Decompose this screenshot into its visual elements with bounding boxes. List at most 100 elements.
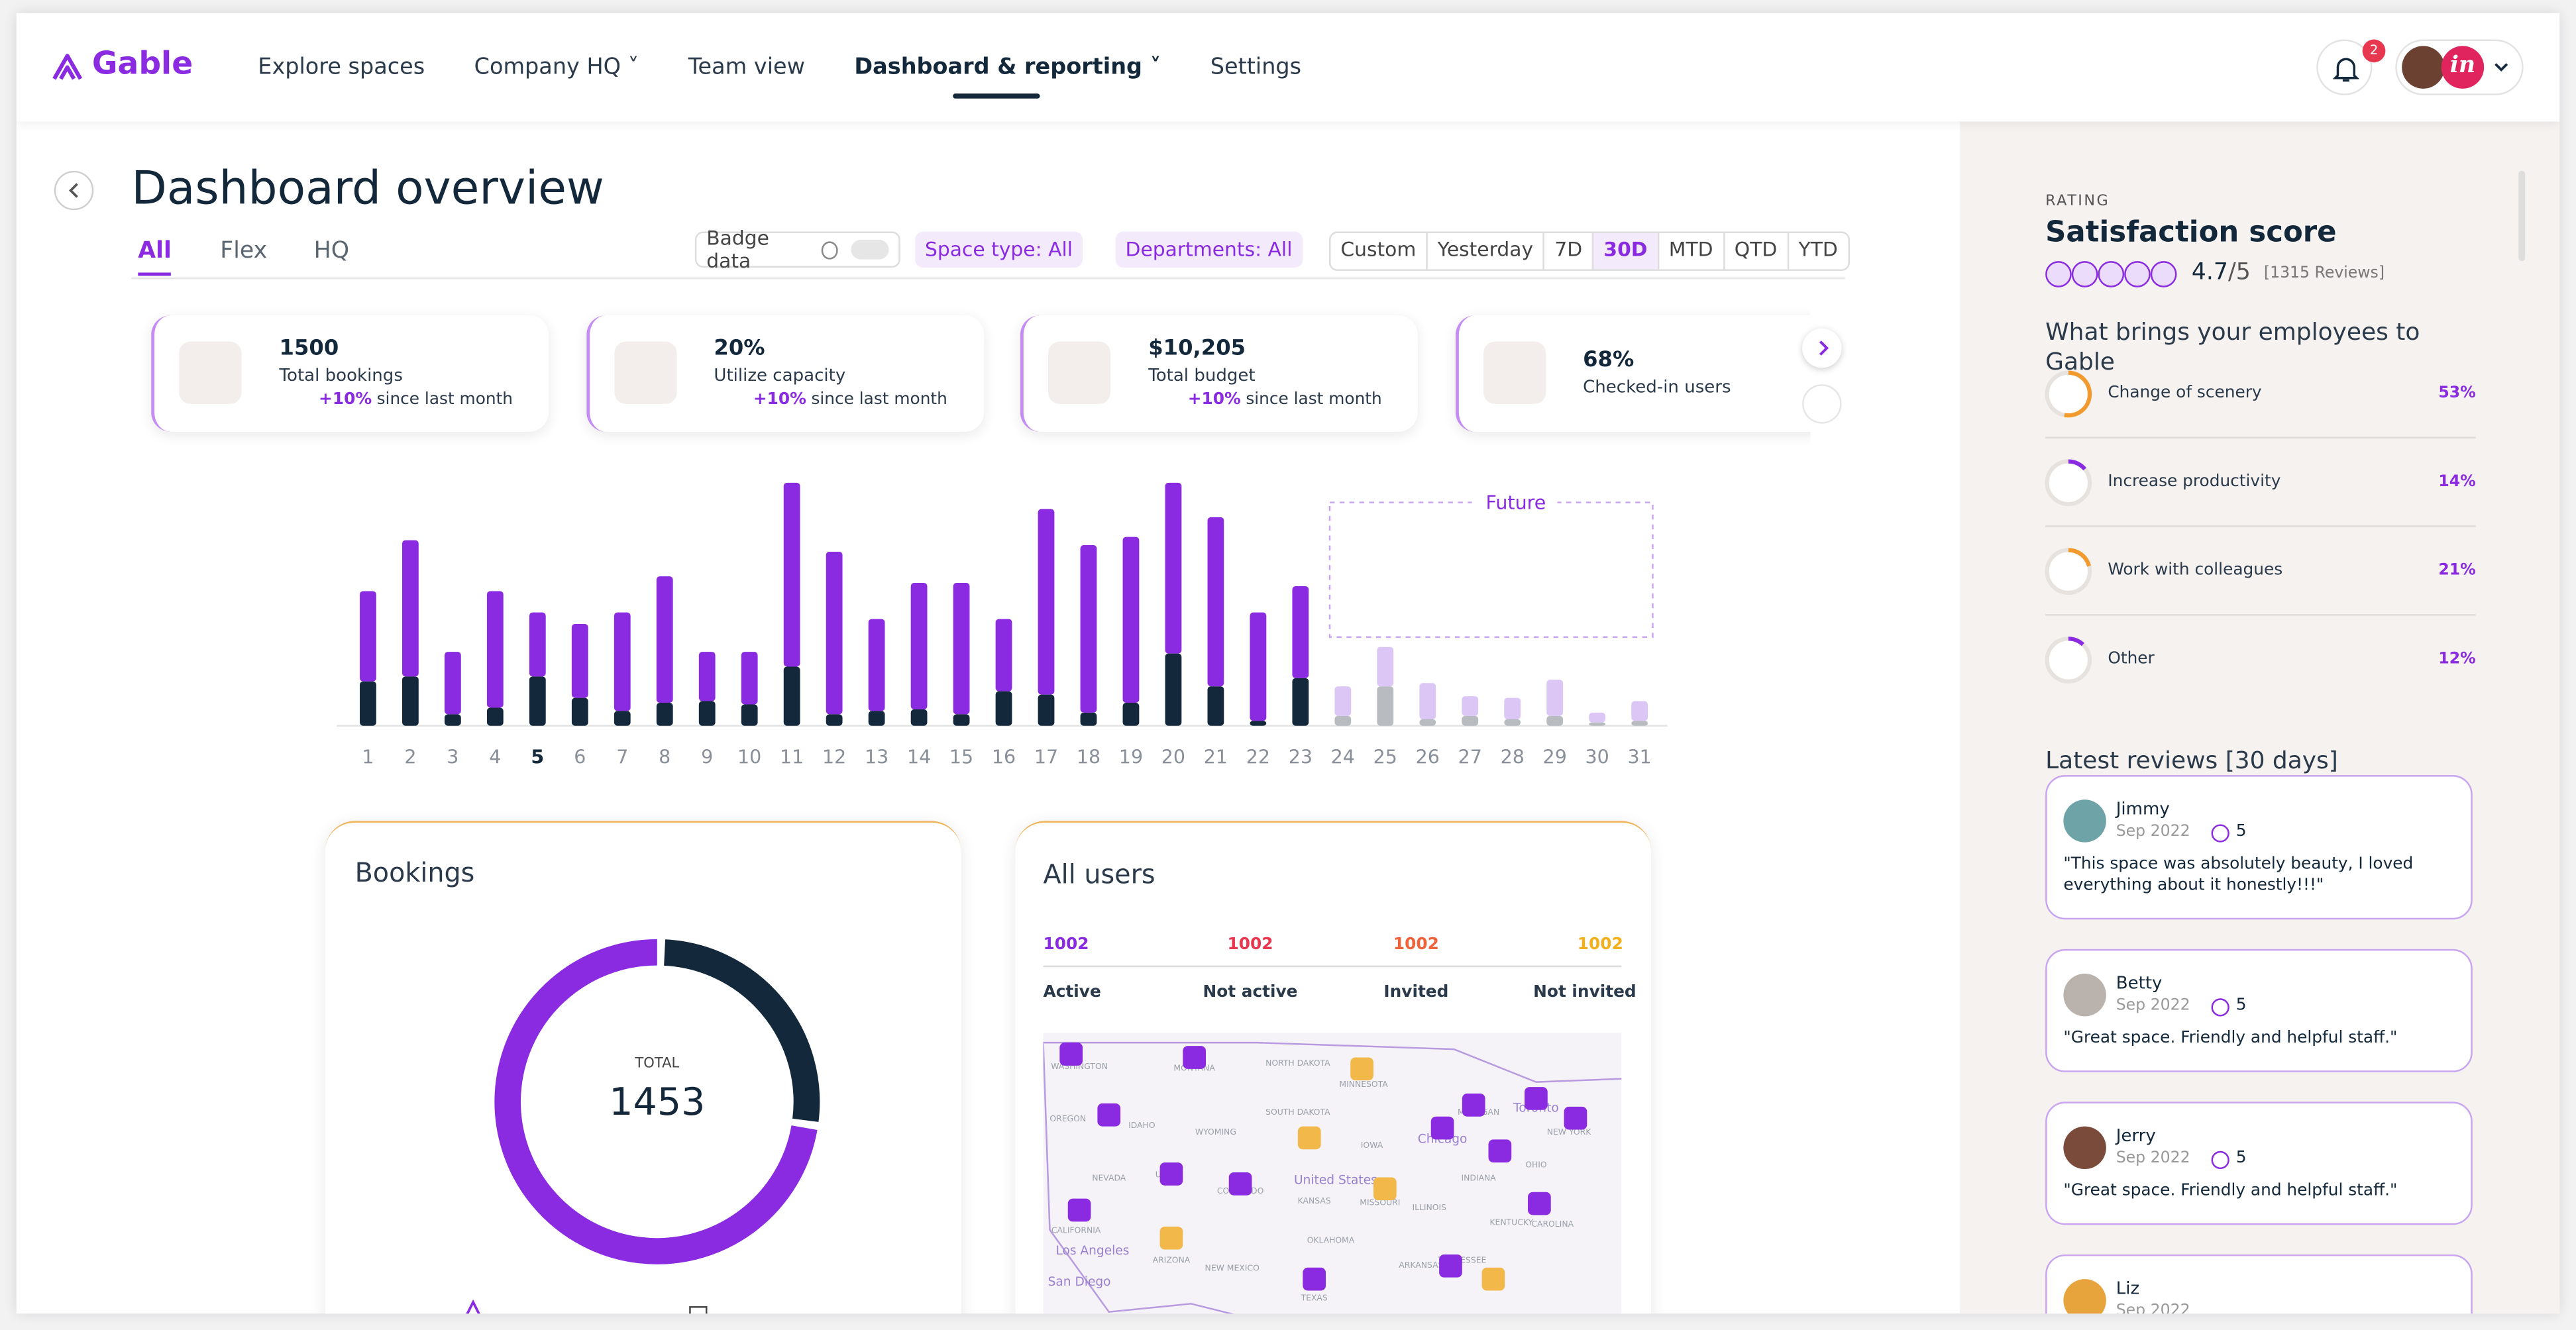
reviewer-name: Betty	[2116, 974, 2163, 994]
map-label: INDIANA	[1461, 1172, 1496, 1182]
range-option[interactable]: MTD	[1657, 233, 1723, 270]
kpi-icon	[179, 341, 242, 404]
kpi-value: 1500	[279, 336, 339, 362]
departments-filter[interactable]: Departments: All	[1115, 231, 1303, 268]
bar-segment	[698, 652, 716, 701]
location-icon	[1097, 1103, 1121, 1127]
review-date: Sep 2022	[2116, 822, 2190, 841]
kpi-change-value: +10%	[753, 391, 807, 409]
header: Gable Explore spaces Company HQ ˅ Team vie…	[16, 13, 2560, 122]
x-tick-label: 19	[1119, 746, 1143, 768]
kpi-change-note: since last month	[811, 391, 947, 409]
bar-segment	[1589, 712, 1606, 723]
nav-item[interactable]: Dashboard & reporting ˅	[854, 54, 1161, 99]
rating-face	[2211, 1151, 2229, 1170]
bar-segment	[529, 676, 546, 726]
score-max: /5	[2227, 259, 2251, 286]
x-tick-label: 30	[1585, 746, 1609, 768]
tab[interactable]: HQ	[313, 238, 350, 265]
x-tick-label: 1	[362, 746, 374, 768]
divider	[1043, 965, 1622, 968]
bar-segment	[571, 624, 588, 698]
map-label: OREGON	[1049, 1113, 1086, 1123]
bar-segment	[1589, 722, 1606, 726]
stat-label: Not invited	[1533, 983, 1637, 1002]
x-tick-label: 11	[780, 746, 804, 768]
location-icon	[1183, 1046, 1207, 1069]
logo-icon	[52, 54, 83, 80]
separator	[2045, 525, 2476, 527]
badge-toggle[interactable]: Badge data	[694, 227, 900, 273]
kpi-label: Checked-in users	[1583, 378, 1731, 397]
future-label-bg	[1472, 489, 1558, 516]
bar-segment	[783, 666, 800, 726]
bar-segment	[1080, 545, 1097, 713]
bar-segment	[826, 551, 843, 715]
bar-segment	[868, 619, 885, 711]
invision-avatar: in	[2441, 46, 2485, 89]
logo[interactable]: Gable	[91, 46, 193, 82]
stat-label: Active	[1043, 983, 1101, 1002]
map-label: MINNESOTA	[1339, 1079, 1388, 1089]
x-tick-label: 22	[1246, 746, 1270, 768]
x-tick-label: 12	[822, 746, 846, 768]
x-tick-label: 20	[1161, 746, 1185, 768]
bar-segment	[1377, 686, 1394, 726]
bar-segment	[698, 701, 716, 726]
notifications-button[interactable]: 2	[2316, 39, 2386, 95]
rating-label: RATING	[2045, 193, 2110, 211]
nav-item[interactable]: Explore spaces	[258, 54, 425, 81]
avatar	[2402, 46, 2445, 89]
nav-item[interactable]: Team view	[688, 54, 806, 81]
bar-segment	[1334, 686, 1352, 716]
donut-segment	[494, 939, 818, 1264]
range-option[interactable]: 7D	[1542, 233, 1592, 270]
review-date: Sep 2022	[2116, 1149, 2190, 1168]
range-option[interactable]: Yesterday	[1426, 233, 1543, 270]
reason-value: 14%	[2438, 472, 2476, 491]
kpi-change: +10% since last month	[714, 391, 947, 409]
next-button[interactable]	[1802, 328, 1842, 368]
bar-segment	[402, 676, 419, 726]
map-label: San Diego	[1048, 1275, 1111, 1289]
range-option[interactable]: YTD	[1787, 233, 1848, 270]
tab[interactable]: All	[138, 238, 172, 276]
reason-ring	[2045, 370, 2092, 418]
range-option[interactable]: Custom	[1340, 238, 1417, 262]
range-option[interactable]: 30D	[1592, 233, 1658, 270]
review-card: Liz Sep 2022	[2045, 1254, 2473, 1314]
reason-label: Increase productivity	[2108, 472, 2281, 491]
reviewer-avatar	[2063, 799, 2106, 843]
back-button[interactable]	[54, 170, 94, 211]
map: WASHINGTONMONTANANORTH DAKOTAMINNESOTAOR…	[1043, 1033, 1622, 1314]
range-option[interactable]: QTD	[1723, 233, 1787, 270]
map-label: KANSAS	[1298, 1196, 1331, 1205]
future-frame	[1328, 501, 1654, 639]
space-type-filter[interactable]: Space type: All	[915, 231, 1083, 268]
review-rating: 5	[2235, 822, 2247, 841]
back-icon	[68, 183, 78, 198]
account-menu[interactable]: in	[2395, 39, 2524, 95]
rating-face	[2211, 998, 2229, 1017]
stat-value: 1002	[1227, 936, 1273, 954]
location-icon	[1067, 1198, 1091, 1222]
tab[interactable]: Flex	[220, 238, 268, 265]
reason-value: 21%	[2438, 561, 2476, 580]
kpi-change: +10% since last month	[1148, 391, 1382, 409]
x-tick-label: 2	[404, 746, 416, 768]
reviewer-name: Liz	[2116, 1279, 2140, 1299]
reason-label: Other	[2108, 650, 2155, 668]
map-label: CAROLINA	[1531, 1219, 1574, 1229]
nav-item[interactable]: Settings	[1210, 54, 1302, 81]
location-icon	[1525, 1087, 1548, 1110]
bar-segment	[486, 591, 504, 708]
x-tick-label: 29	[1543, 746, 1567, 768]
nav-item[interactable]: Company HQ ˅	[474, 54, 639, 81]
reason-label: Work with colleagues	[2108, 561, 2283, 580]
location-icon	[1303, 1267, 1326, 1291]
prev-button[interactable]	[1802, 384, 1842, 424]
bar-segment	[1250, 721, 1267, 726]
reason-ring	[2045, 637, 2092, 684]
